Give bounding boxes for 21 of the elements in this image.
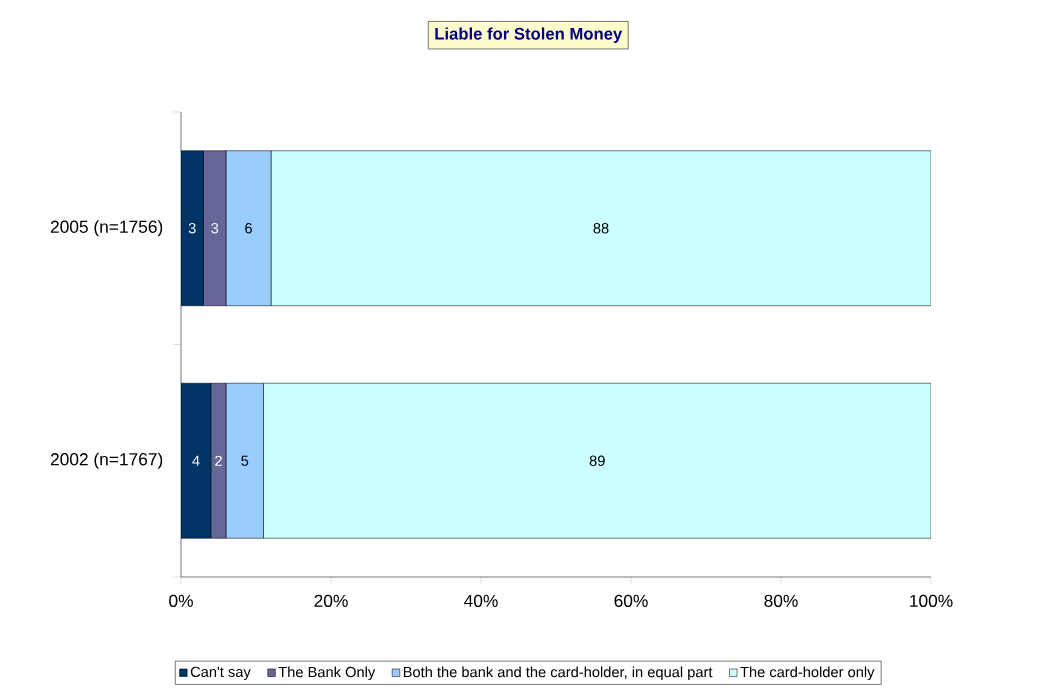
x-tick-label: 100% — [910, 594, 953, 607]
legend-label: The card-holder only — [740, 666, 875, 681]
legend-label: Both the bank and the card-holder, in equal part — [403, 666, 713, 681]
y-tick-label: 2005 (n=1756) — [50, 220, 163, 237]
legend-label: The Bank Only — [278, 666, 376, 681]
x-tick-label: 60% — [614, 594, 648, 607]
data-label: 5 — [241, 455, 249, 466]
x-tick-label: 20% — [314, 594, 348, 607]
y-tick-label: 2002 (n=1767) — [50, 452, 163, 469]
chart-title: Liable for Stolen Money — [435, 27, 623, 43]
x-tick-label: 80% — [764, 594, 798, 607]
x-tick-label: 40% — [464, 594, 498, 607]
x-tick-label: 0% — [169, 594, 193, 607]
data-label: 88 — [593, 223, 609, 234]
data-label: 4 — [192, 455, 200, 466]
legend-label: Can't say — [190, 666, 251, 680]
data-label: 3 — [211, 223, 219, 234]
data-label: 2 — [215, 455, 222, 466]
data-label: 6 — [245, 223, 252, 234]
data-label: 89 — [589, 455, 605, 466]
data-label: 3 — [188, 223, 196, 234]
